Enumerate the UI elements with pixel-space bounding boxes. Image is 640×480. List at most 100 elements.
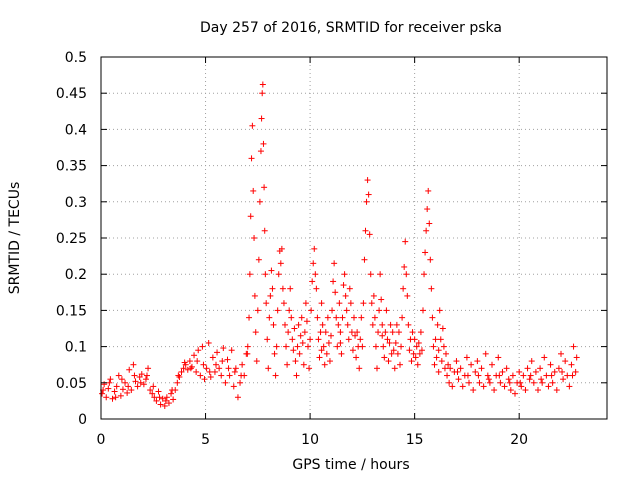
data-point bbox=[149, 390, 156, 397]
data-point bbox=[528, 358, 535, 365]
data-point bbox=[277, 260, 284, 267]
data-point bbox=[313, 285, 320, 292]
data-point bbox=[501, 383, 508, 390]
data-point bbox=[439, 325, 446, 332]
data-point bbox=[246, 314, 253, 321]
data-point bbox=[420, 307, 426, 314]
data-point bbox=[306, 365, 313, 372]
data-point bbox=[453, 358, 460, 365]
data-point bbox=[418, 347, 425, 354]
data-point bbox=[216, 365, 223, 372]
axis-ticks: 0 0.05 0.1 0.15 0.2 0.25 0.3 0.35 0.4 0.45 0.5 0 5 10… bbox=[56, 50, 607, 448]
data-point bbox=[545, 383, 552, 390]
data-point bbox=[286, 307, 293, 314]
data-point bbox=[405, 321, 412, 328]
data-point bbox=[423, 227, 430, 234]
data-point bbox=[302, 300, 309, 307]
data-point bbox=[438, 358, 445, 365]
data-point bbox=[287, 285, 294, 292]
data-point bbox=[371, 314, 378, 321]
data-point bbox=[480, 383, 487, 390]
data-point bbox=[410, 350, 417, 357]
data-point bbox=[379, 332, 386, 339]
data-point bbox=[570, 343, 577, 350]
data-point bbox=[321, 361, 328, 368]
data-point bbox=[415, 339, 422, 346]
data-point bbox=[464, 372, 471, 379]
data-point bbox=[320, 343, 327, 350]
data-point bbox=[99, 390, 106, 397]
data-point bbox=[316, 354, 323, 361]
data-point bbox=[489, 361, 495, 368]
data-point bbox=[230, 383, 237, 390]
data-point bbox=[293, 372, 300, 379]
data-point bbox=[151, 394, 158, 401]
data-point bbox=[359, 343, 366, 350]
data-point bbox=[157, 401, 164, 408]
data-point bbox=[404, 292, 411, 299]
data-point bbox=[383, 307, 390, 314]
data-point bbox=[472, 368, 479, 375]
data-point bbox=[174, 379, 181, 386]
data-point bbox=[180, 365, 187, 372]
data-point bbox=[393, 321, 400, 328]
data-point bbox=[413, 343, 420, 350]
data-point bbox=[548, 372, 555, 379]
data-point bbox=[219, 358, 226, 365]
data-point bbox=[175, 372, 182, 379]
data-point bbox=[252, 329, 259, 336]
data-point bbox=[140, 381, 147, 388]
data-point bbox=[454, 368, 461, 375]
data-point bbox=[468, 361, 475, 368]
data-point bbox=[517, 379, 524, 386]
data-point bbox=[394, 350, 401, 357]
data-point bbox=[124, 389, 131, 396]
data-point bbox=[527, 372, 534, 379]
data-point bbox=[220, 345, 227, 352]
data-point bbox=[437, 336, 444, 343]
x-tick-label: 10 bbox=[301, 432, 319, 448]
data-point bbox=[150, 383, 157, 390]
data-point bbox=[244, 343, 251, 350]
data-point bbox=[369, 321, 376, 328]
data-point bbox=[476, 379, 483, 386]
data-point bbox=[206, 368, 213, 375]
data-point bbox=[237, 379, 244, 386]
data-point bbox=[261, 184, 268, 191]
data-point bbox=[347, 300, 354, 307]
data-point bbox=[101, 381, 108, 388]
data-point bbox=[318, 347, 325, 354]
data-point bbox=[391, 365, 398, 372]
data-point bbox=[449, 383, 456, 390]
data-point bbox=[218, 372, 225, 379]
data-point bbox=[401, 263, 408, 270]
data-point bbox=[374, 365, 380, 372]
data-point bbox=[265, 365, 272, 372]
data-point bbox=[365, 191, 372, 198]
data-point bbox=[377, 271, 384, 278]
data-point bbox=[209, 354, 216, 361]
data-point bbox=[537, 365, 544, 372]
data-point bbox=[466, 379, 472, 386]
data-point bbox=[188, 363, 195, 370]
data-point bbox=[299, 339, 306, 346]
x-tick-label: 20 bbox=[510, 432, 528, 448]
data-point bbox=[142, 376, 149, 383]
data-point bbox=[408, 358, 415, 365]
data-point bbox=[368, 300, 375, 307]
data-point bbox=[503, 365, 510, 372]
data-point bbox=[433, 354, 440, 361]
data-point bbox=[251, 292, 258, 299]
data-point bbox=[516, 368, 523, 375]
y-tick-label: 0.2 bbox=[65, 267, 87, 283]
x-axis-label: GPS time / hours bbox=[292, 457, 409, 473]
data-point bbox=[385, 358, 392, 365]
data-point bbox=[551, 368, 558, 375]
data-point bbox=[117, 392, 124, 399]
data-point bbox=[436, 307, 443, 314]
data-point bbox=[455, 376, 462, 383]
data-point bbox=[315, 336, 322, 343]
data-point bbox=[292, 358, 299, 365]
data-point bbox=[311, 245, 318, 252]
